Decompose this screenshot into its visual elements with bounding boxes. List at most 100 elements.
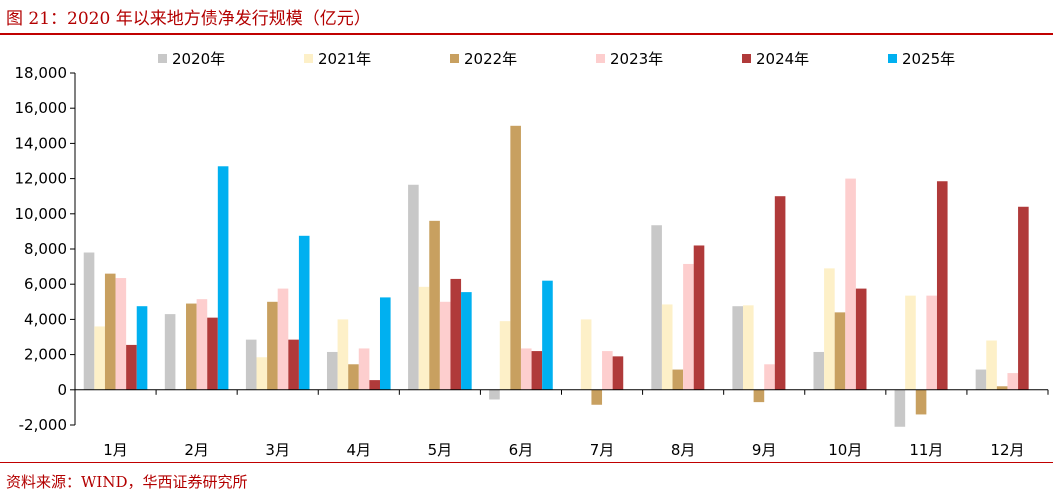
bar-2022年-6月: [510, 125, 521, 390]
bar-2023年-10月: [845, 178, 856, 390]
bar-2022年-2月: [186, 303, 197, 390]
bar-2023年-12月: [1007, 373, 1019, 390]
bar-2020年-2月: [164, 314, 176, 390]
bar-2024年-5月: [450, 278, 462, 390]
bar-2023年-7月: [602, 351, 613, 390]
bar-2022年-7月: [591, 389, 603, 405]
bar-2023年-8月: [683, 263, 694, 390]
bar-2021年-8月: [661, 304, 673, 390]
bar-2024年-2月: [207, 317, 218, 390]
x-tick-label: 6月: [509, 441, 534, 459]
y-tick-label: 10,000: [15, 205, 68, 223]
legend-swatch: [158, 54, 167, 63]
legend-label: 2023年: [610, 50, 663, 68]
bar-2021年-6月: [499, 321, 511, 390]
y-tick-label: 4,000: [24, 310, 67, 328]
bar-2021年-3月: [256, 357, 268, 390]
bar-2020年-9月: [732, 306, 744, 390]
legend-swatch: [304, 54, 313, 63]
bar-2024年-11月: [936, 181, 948, 390]
top-rule: [0, 33, 1053, 35]
bar-2022年-9月: [753, 389, 765, 403]
x-tick-label: 7月: [590, 441, 615, 459]
bar-2024年-9月: [774, 196, 786, 390]
bar-2024年-8月: [693, 245, 705, 390]
x-tick-label: 2月: [184, 441, 209, 459]
x-tick-label: 8月: [671, 441, 696, 459]
y-axis: -2,000 0 2,000 4,000 6,000 8,000 10,000 12,000 1…: [15, 64, 76, 434]
bar-2022年-11月: [915, 389, 927, 415]
bar-2022年-3月: [267, 301, 278, 390]
y-tick-label: 16,000: [15, 99, 68, 117]
y-tick-label: -2,000: [19, 416, 67, 434]
bar-2025年-3月: [298, 235, 310, 390]
bar-2024年-6月: [531, 351, 543, 390]
bar-2023年-1月: [115, 278, 127, 390]
bar-2022年-10月: [834, 312, 846, 390]
bar-2022年-12月: [996, 386, 1008, 390]
x-tick-label: 11月: [909, 441, 943, 459]
bar-2020年-5月: [408, 184, 419, 390]
bar-2020年-10月: [813, 351, 825, 390]
x-tick-label: 4月: [347, 441, 372, 459]
bar-2023年-9月: [764, 364, 775, 390]
x-tick-label: 12月: [990, 441, 1024, 459]
legend: 2020年 2021年 2022年 2023年 2024年 2025年: [158, 50, 955, 68]
y-tick-label: 18,000: [15, 64, 68, 82]
bar-2020年-3月: [245, 339, 257, 390]
bar-2021年-7月: [580, 319, 592, 390]
x-axis: 1月 2月 3月 4月 5月 6月 7月 8月 9月 10月 11月 12月: [74, 389, 1049, 459]
bar-2021年-1月: [94, 326, 105, 390]
x-tick-label: 10月: [828, 441, 862, 459]
legend-swatch: [888, 54, 897, 63]
bar-2020年-1月: [83, 252, 95, 390]
bar-2023年-3月: [277, 288, 289, 390]
bar-2021年-4月: [337, 319, 349, 390]
legend-label: 2021年: [318, 50, 371, 68]
bar-2023年-11月: [926, 295, 937, 390]
bar-2022年-5月: [429, 220, 440, 390]
bar-2020年-12月: [975, 369, 987, 390]
bar-2021年-11月: [905, 295, 916, 390]
bar-2020年-6月: [489, 389, 500, 400]
legend-label: 2022年: [464, 50, 517, 68]
legend-swatch: [596, 54, 605, 63]
bar-2025年-2月: [217, 166, 229, 390]
y-tick-label: 14,000: [15, 134, 68, 152]
bar-2021年-10月: [824, 268, 835, 390]
bar-2025年-1月: [136, 306, 148, 390]
y-tick-label: 8,000: [24, 240, 67, 258]
legend-label: 2020年: [172, 50, 225, 68]
x-tick-label: 3月: [265, 441, 290, 459]
legend-swatch: [742, 54, 751, 63]
bar-2024年-7月: [612, 356, 624, 390]
bar-2024年-10月: [855, 288, 867, 390]
source-note: 资料来源：WIND，华西证券研究所: [6, 473, 248, 491]
bar-2023年-4月: [358, 348, 370, 390]
bar-2023年-2月: [196, 299, 208, 390]
bar-2023年-6月: [520, 348, 532, 390]
bar-2025年-5月: [461, 292, 472, 390]
x-tick-label: 5月: [428, 441, 453, 459]
bar-2020年-11月: [894, 389, 906, 427]
chart-title: 图 21：2020 年以来地方债净发行规模（亿元）: [6, 9, 371, 29]
y-tick-label: 12,000: [15, 170, 68, 188]
bar-2021年-9月: [743, 305, 754, 390]
legend-label: 2025年: [902, 50, 955, 68]
bar-2023年-5月: [439, 301, 451, 390]
bar-2022年-1月: [104, 273, 116, 390]
bottom-rule: [0, 462, 1053, 463]
bar-2024年-1月: [126, 344, 137, 390]
bar-2021年-5月: [418, 286, 430, 390]
bar-2020年-8月: [651, 225, 662, 390]
bar-2024年-12月: [1018, 206, 1029, 390]
x-tick-label: 9月: [752, 441, 777, 459]
bar-2024年-3月: [288, 339, 299, 390]
y-tick-label: 0: [57, 381, 67, 399]
y-tick-label: 6,000: [24, 275, 67, 293]
x-tick-label: 1月: [103, 441, 128, 459]
bar-2020年-4月: [326, 351, 338, 390]
bar-2022年-4月: [348, 364, 359, 390]
bars: [83, 125, 1029, 427]
